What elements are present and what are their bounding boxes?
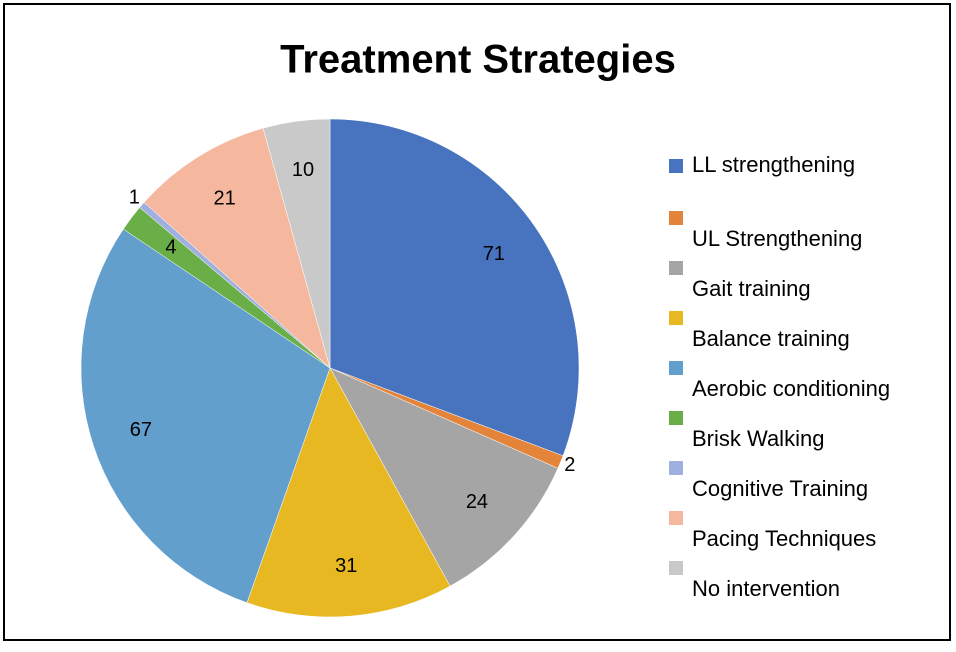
pie-slice (329, 118, 580, 457)
pie-slice (246, 367, 451, 618)
legend-swatch (669, 511, 683, 525)
legend-label: LL strengthening (692, 152, 855, 177)
legend-label: Balance training (692, 326, 850, 351)
pie-slice (80, 228, 331, 604)
pie-slice (262, 118, 331, 369)
chart-title: Treatment Strategies (280, 38, 676, 82)
legend-swatch (669, 361, 683, 375)
data-label: 31 (335, 555, 357, 577)
legend-label: UL Strengthening (692, 226, 862, 251)
data-label: 1 (129, 187, 140, 209)
legend-swatch (669, 211, 683, 225)
pie-slice (143, 127, 331, 369)
data-label: 2 (564, 454, 575, 476)
legend-swatch (669, 159, 683, 173)
legend-swatch (669, 411, 683, 425)
legend-label: Pacing Techniques (692, 526, 876, 551)
data-label: 67 (130, 419, 152, 441)
legend-swatch (669, 561, 683, 575)
legend-label: Cognitive Training (692, 476, 868, 501)
legend-label: Gait training (692, 276, 811, 301)
legend-label: Aerobic conditioning (692, 376, 890, 401)
data-label: 21 (213, 187, 235, 209)
data-label: 71 (483, 243, 505, 265)
legend-swatch (669, 461, 683, 475)
legend-swatch (669, 261, 683, 275)
legend-label: No intervention (692, 576, 840, 601)
legend-swatch (669, 311, 683, 325)
data-label: 4 (165, 236, 176, 258)
data-label: 10 (292, 159, 314, 181)
data-label: 24 (466, 491, 488, 513)
legend-label: Brisk Walking (692, 426, 824, 451)
pie-slice (329, 367, 559, 587)
